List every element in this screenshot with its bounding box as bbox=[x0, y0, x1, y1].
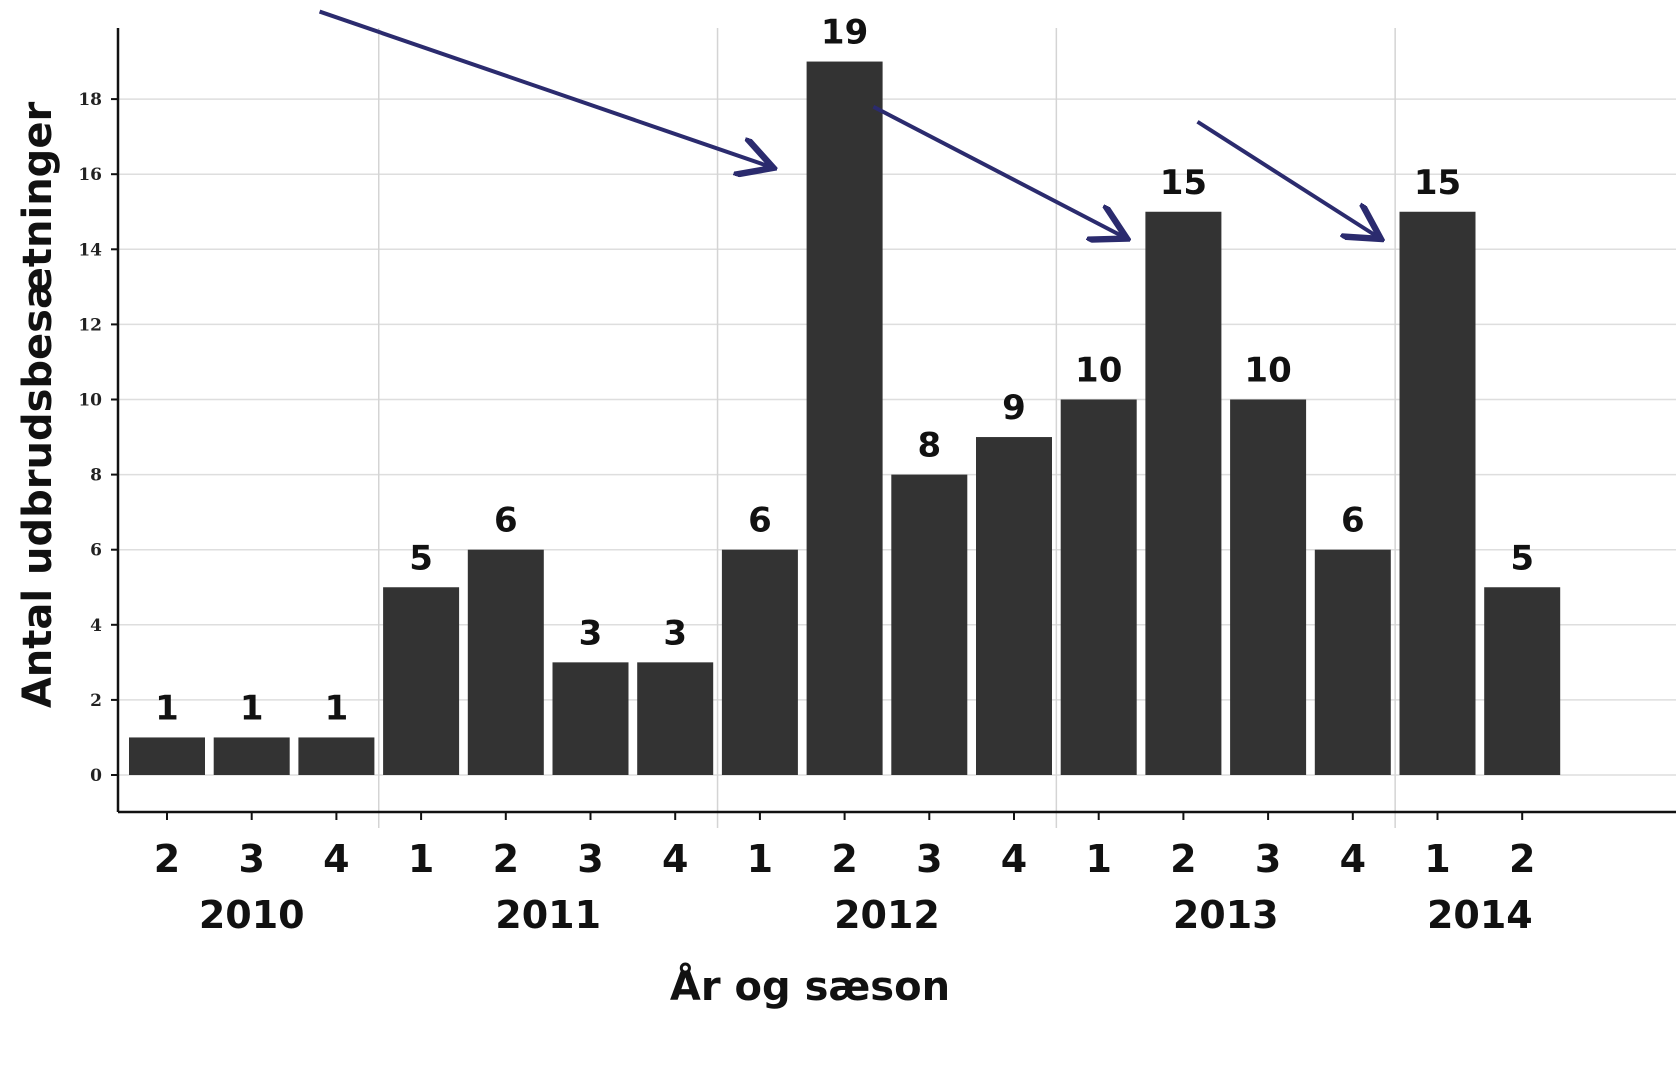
x-tick-label: 2 bbox=[154, 837, 180, 881]
year-label: 2010 bbox=[199, 893, 305, 937]
x-tick-labels: 2 3 4 1 2 3 4 1 2 3 4 1 2 3 4 1 2 2010 2011 2012 2013 2014 bbox=[154, 837, 1536, 937]
bars bbox=[129, 61, 1561, 776]
x-tick-label: 4 bbox=[1340, 837, 1366, 881]
data-label: 10 bbox=[1244, 351, 1291, 391]
bar bbox=[213, 737, 290, 775]
data-label: 6 bbox=[1341, 501, 1365, 541]
x-tick-label: 3 bbox=[238, 837, 264, 881]
bar bbox=[129, 737, 205, 775]
x-tick-label: 2 bbox=[1509, 837, 1535, 881]
data-label: 3 bbox=[579, 613, 603, 653]
x-tick-label: 2 bbox=[1170, 837, 1196, 881]
bar bbox=[467, 549, 544, 775]
data-label: 19 bbox=[821, 13, 868, 53]
x-tick-label: 1 bbox=[408, 837, 434, 881]
y-tick-label: 2 bbox=[90, 691, 102, 711]
bar bbox=[298, 737, 375, 775]
bar bbox=[552, 662, 629, 775]
bar bbox=[1314, 549, 1391, 775]
data-label: 6 bbox=[748, 501, 772, 541]
data-label: 3 bbox=[663, 613, 687, 653]
x-tick-label: 1 bbox=[1085, 837, 1111, 881]
x-tick-label: 4 bbox=[662, 837, 688, 881]
year-label: 2012 bbox=[834, 893, 940, 937]
y-tick-label: 16 bbox=[78, 165, 102, 185]
annotation-arrow bbox=[1196, 120, 1378, 237]
x-tick-label: 1 bbox=[1424, 837, 1450, 881]
data-label: 8 bbox=[917, 426, 941, 466]
y-tick-label: 6 bbox=[90, 541, 102, 561]
bar bbox=[1484, 587, 1561, 775]
x-tick-label: 2 bbox=[831, 837, 857, 881]
y-tick-label: 4 bbox=[90, 616, 102, 636]
bar bbox=[1060, 399, 1137, 775]
x-tick-label: 4 bbox=[1001, 837, 1027, 881]
x-tick-label: 4 bbox=[323, 837, 349, 881]
annotation-arrow bbox=[318, 9, 770, 167]
bar bbox=[976, 437, 1052, 775]
x-tick-label: 2 bbox=[493, 837, 519, 881]
x-axis-title: År og sæson bbox=[670, 961, 950, 1010]
bar bbox=[1145, 211, 1222, 775]
bar bbox=[721, 549, 798, 775]
data-label: 1 bbox=[155, 688, 179, 728]
axes bbox=[111, 28, 1676, 820]
y-tick-label: 10 bbox=[78, 391, 102, 411]
data-label: 1 bbox=[240, 688, 264, 728]
x-tick-label: 3 bbox=[1255, 837, 1281, 881]
y-axis-title: Antal udbrudsbesætninger bbox=[15, 102, 61, 709]
y-tick-label: 0 bbox=[90, 766, 102, 786]
data-label: 6 bbox=[494, 501, 518, 541]
annotation-arrows bbox=[318, 9, 1378, 237]
x-tick-label: 1 bbox=[747, 837, 773, 881]
bar bbox=[891, 474, 968, 775]
year-label: 2011 bbox=[495, 893, 601, 937]
data-label: 9 bbox=[1002, 388, 1026, 428]
y-tick-labels: 0 2 4 6 8 10 12 14 16 18 bbox=[78, 90, 102, 786]
y-tick-label: 18 bbox=[78, 90, 102, 110]
bar bbox=[1230, 399, 1307, 775]
year-label: 2014 bbox=[1427, 893, 1533, 937]
data-label: 15 bbox=[1414, 163, 1461, 203]
data-label: 1 bbox=[325, 688, 349, 728]
x-tick-label: 3 bbox=[916, 837, 942, 881]
y-tick-label: 12 bbox=[78, 315, 102, 335]
annotation-arrow bbox=[872, 104, 1123, 237]
y-tick-label: 8 bbox=[90, 466, 102, 486]
year-label: 2013 bbox=[1173, 893, 1279, 937]
x-tick-label: 3 bbox=[577, 837, 603, 881]
year-separators bbox=[378, 28, 1396, 828]
y-tick-label: 14 bbox=[78, 240, 102, 260]
data-label: 10 bbox=[1075, 351, 1122, 391]
data-label: 5 bbox=[409, 538, 433, 578]
bar bbox=[383, 587, 460, 775]
data-label: 15 bbox=[1160, 163, 1207, 203]
data-label: 5 bbox=[1510, 538, 1534, 578]
bar bbox=[806, 61, 883, 776]
bar bbox=[1399, 211, 1476, 775]
bar bbox=[637, 662, 714, 775]
